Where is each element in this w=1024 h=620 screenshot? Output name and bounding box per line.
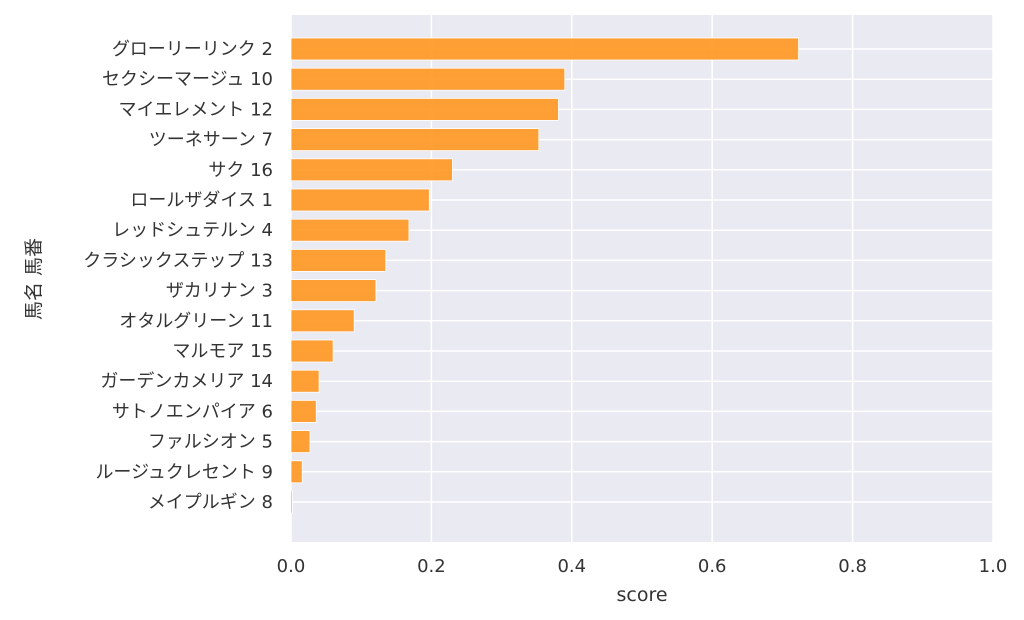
y-tick-label: マルモア 15 [172,341,273,362]
bar [290,339,334,363]
x-tick-label: 0.2 [417,556,446,577]
bar [290,37,799,61]
y-tick-label: オタルグリーン 11 [119,311,273,332]
y-tick-label: セクシーマージュ 10 [102,69,273,90]
y-tick-label: レッドシュテルン 4 [112,220,273,241]
bar [290,279,377,303]
y-tick-label: ルージュクレセント 9 [95,462,273,483]
y-tick-label: ロールザダイス 1 [130,190,273,211]
y-axis-label: 馬名 馬番 [23,238,45,320]
plot-background [291,15,993,542]
x-axis-label: score [616,584,667,606]
bar [290,128,540,152]
x-tick-label: 0.4 [557,556,586,577]
y-tick-label: メイプルギン 8 [148,492,273,513]
bar [290,460,303,484]
x-tick-label: 0.8 [838,556,867,577]
y-tick-label: クラシックステップ 13 [83,250,273,271]
x-tick-label: 1.0 [979,556,1008,577]
bar [290,248,387,272]
y-tick-label: ザカリナン 3 [166,281,273,302]
x-tick-label: 0.6 [698,556,727,577]
bar [290,399,317,423]
y-tick-labels: グローリーリンク 2 セクシーマージュ 10 マイエレメント 12 ツーネサーン 7 サ… [83,39,273,513]
bar [290,218,410,242]
y-tick-label: サトノエンパイア 6 [112,401,273,422]
bar [290,369,320,393]
bar [290,490,293,514]
y-tick-label: ファルシオン 5 [148,432,273,453]
bar [290,430,311,454]
x-tick-label: 0.0 [277,556,306,577]
y-tick-label: サク 16 [208,160,273,181]
bar [290,67,566,91]
bar [290,188,430,212]
y-tick-label: グローリーリンク 2 [112,39,273,60]
bars [290,37,799,514]
bar [290,158,453,182]
y-tick-label: マイエレメント 12 [119,99,273,120]
x-tick-labels: 0.0 0.2 0.4 0.6 0.8 1.0 [277,556,1008,577]
bar [290,309,355,333]
y-tick-label: ツーネサーン 7 [149,130,273,151]
bar [290,98,559,121]
y-tick-label: ガーデンカメリア 14 [100,371,273,392]
